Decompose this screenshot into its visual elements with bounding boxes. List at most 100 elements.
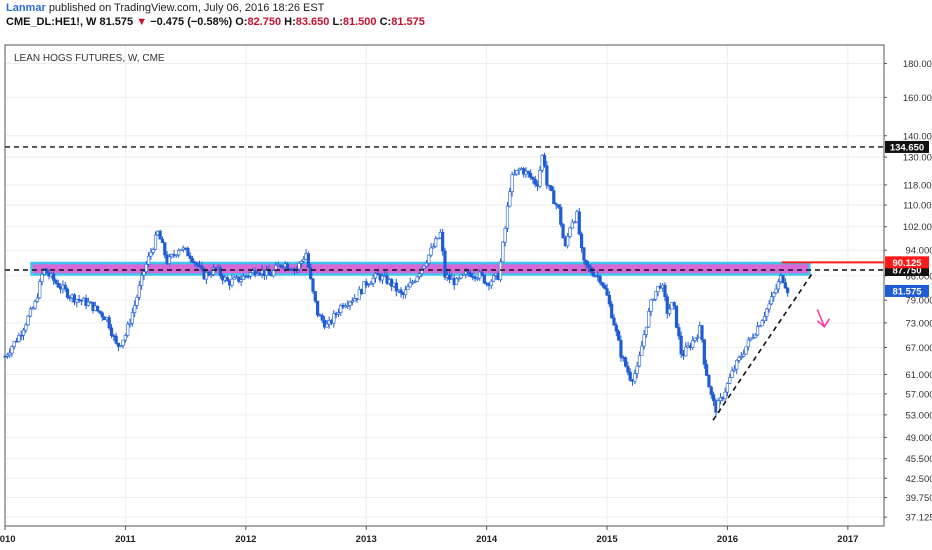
candle-body bbox=[163, 242, 167, 256]
candle-body bbox=[12, 340, 16, 348]
candle-body bbox=[751, 337, 755, 339]
candle-body bbox=[406, 286, 410, 291]
candle-body bbox=[107, 317, 111, 329]
close-label: C: bbox=[379, 16, 392, 28]
candle-body bbox=[427, 254, 431, 264]
candle-body bbox=[200, 265, 204, 270]
x-tick-label: 2010 bbox=[0, 534, 16, 545]
candle-body bbox=[781, 275, 785, 283]
y-tick-label: 73.000 bbox=[905, 318, 932, 329]
candle-body bbox=[350, 300, 354, 303]
candle-body bbox=[663, 284, 667, 298]
candle-body bbox=[454, 278, 459, 286]
y-tick-label: 57.000 bbox=[905, 389, 932, 400]
candle-body bbox=[552, 190, 556, 205]
candle-body bbox=[774, 288, 778, 294]
change-value: −0.475 (−0.58%) bbox=[150, 16, 233, 28]
y-tick-label: 45.500 bbox=[905, 454, 932, 465]
candle-body bbox=[149, 252, 153, 257]
candle-body bbox=[137, 285, 141, 298]
published-text: published on TradingView.com, July 06, 2… bbox=[48, 2, 325, 14]
candle-body bbox=[177, 250, 181, 256]
candle-body bbox=[542, 154, 547, 166]
candle-body bbox=[640, 345, 644, 356]
candle-body bbox=[130, 312, 134, 324]
candle-body bbox=[579, 233, 584, 248]
candle-body bbox=[422, 265, 426, 269]
candle-body bbox=[65, 288, 70, 298]
candle-body bbox=[248, 272, 253, 277]
candle-body bbox=[26, 315, 30, 326]
ohlc-line: CME_DL:HE1!, W 81.575 ▼ −0.475 (−0.58%) … bbox=[6, 16, 425, 28]
candle-body bbox=[628, 371, 632, 381]
candle-body bbox=[434, 238, 438, 247]
candle-body bbox=[237, 276, 241, 282]
candle-body bbox=[591, 271, 595, 277]
candle-body bbox=[545, 165, 549, 186]
y-tick-label: 79.000 bbox=[905, 296, 932, 307]
y-tick-label: 110.000 bbox=[903, 201, 932, 212]
candle-body bbox=[140, 274, 144, 286]
candle-body bbox=[380, 275, 385, 281]
candle-body bbox=[121, 339, 125, 346]
candle-body bbox=[709, 386, 713, 395]
arrow-head-icon bbox=[816, 318, 831, 329]
candle-body bbox=[373, 273, 378, 279]
candle-body bbox=[603, 285, 607, 289]
candle-body bbox=[607, 295, 611, 305]
candle-body bbox=[772, 292, 776, 297]
candle-body bbox=[473, 276, 477, 279]
candle-body bbox=[549, 185, 554, 191]
x-tick-label: 2011 bbox=[115, 534, 136, 545]
candle-body bbox=[193, 261, 197, 264]
y-tick-label: 86.000 bbox=[905, 271, 932, 282]
candle-body bbox=[459, 274, 463, 279]
candle-body bbox=[153, 234, 158, 250]
candle-body bbox=[346, 305, 350, 307]
candle-body bbox=[285, 263, 290, 270]
candle-body bbox=[531, 177, 535, 180]
candle-body bbox=[728, 377, 732, 384]
candle-body bbox=[126, 323, 130, 336]
candle-body bbox=[508, 191, 512, 207]
candle-body bbox=[468, 272, 473, 277]
candle-body bbox=[142, 271, 146, 276]
y-tick-label: 130.000 bbox=[903, 153, 932, 164]
candle-body bbox=[158, 230, 162, 240]
chart-title: LEAN HOGS FUTURES, W, CME bbox=[14, 53, 165, 64]
price-axis[interactable]: 37.125 39.750 42.500 45.500 49.000 53.000 57.0… bbox=[883, 45, 932, 526]
price-tag-bg bbox=[885, 256, 929, 269]
author-link[interactable]: Lanmar bbox=[6, 2, 46, 14]
candle-body bbox=[762, 315, 767, 321]
candle-body bbox=[568, 227, 572, 237]
candle-body bbox=[505, 205, 510, 229]
candle-body bbox=[399, 289, 403, 294]
candle-body bbox=[72, 294, 77, 303]
candle-body bbox=[348, 301, 352, 306]
y-tick-label: 180.000 bbox=[903, 59, 932, 70]
time-axis[interactable]: 2010 2011 2012 2013 2014 2015 2016 2017 bbox=[0, 526, 858, 545]
candle-body bbox=[56, 282, 60, 288]
high-value: 83.650 bbox=[295, 16, 330, 28]
candle-body bbox=[503, 228, 507, 243]
price-tag-bg bbox=[885, 140, 929, 153]
candle-body bbox=[475, 277, 479, 280]
candle-body bbox=[760, 320, 764, 327]
candle-body bbox=[336, 312, 341, 315]
x-tick-label: 2014 bbox=[476, 534, 498, 545]
candle-body bbox=[684, 346, 688, 357]
candle-body bbox=[100, 312, 104, 318]
candle-body bbox=[429, 247, 433, 256]
candle-body bbox=[600, 282, 605, 286]
candle-body bbox=[52, 273, 56, 281]
low-value: 81.500 bbox=[342, 16, 377, 28]
candle-body bbox=[635, 365, 639, 374]
candle-body bbox=[119, 345, 123, 347]
candle-body bbox=[114, 335, 118, 344]
candle-body bbox=[188, 255, 192, 259]
candle-body bbox=[612, 317, 616, 326]
candle-body bbox=[637, 355, 642, 367]
candle-body bbox=[133, 305, 137, 313]
